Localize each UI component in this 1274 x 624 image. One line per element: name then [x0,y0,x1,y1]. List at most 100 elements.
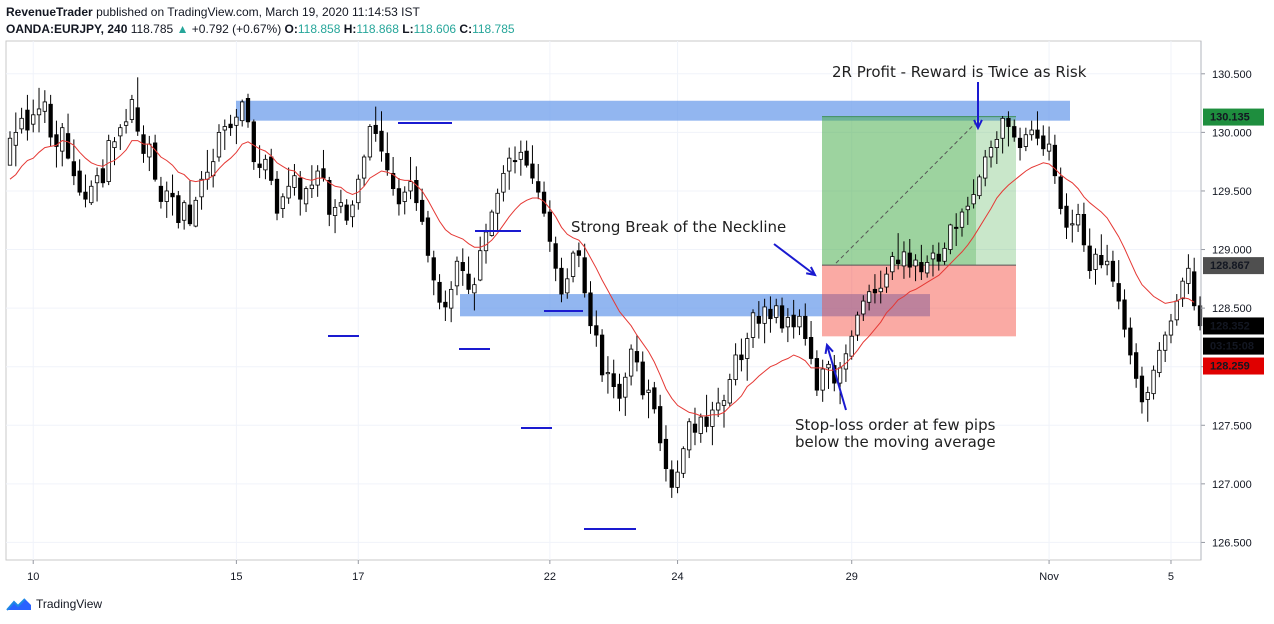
price-chart[interactable]: 2R Profit - Reward is Twice as Risk Stron… [0,0,1274,595]
candle-body [460,262,465,272]
y-tick-label: 129.000 [1212,245,1252,257]
candle-body [13,131,18,146]
candle-body [1099,254,1104,266]
price-label-box [1203,257,1264,275]
trade-path-line [835,122,977,264]
candle-body [1087,245,1092,272]
x-tick-label: 22 [544,571,556,583]
last-price: 118.785 [130,22,174,36]
candle-body [1168,320,1174,336]
candle-body [710,409,715,427]
candle-body [617,383,622,399]
y-tick-label: 126.500 [1212,537,1252,549]
candle-body [913,259,918,267]
candle-body [849,335,854,357]
candle-body [54,134,59,147]
candle-body [1081,213,1087,246]
candle-body [222,126,227,131]
profit-zone [822,116,976,266]
candle-body [884,273,889,288]
candle-body [727,379,732,404]
tradingview-logo-icon[interactable] [6,597,32,611]
candle-body [623,376,628,398]
x-tick-label: 10 [27,571,39,583]
candle-body [129,99,135,120]
candle-body [489,211,494,236]
candle-body [501,172,506,193]
candle-body [94,175,100,184]
candle-body [803,315,808,339]
candle-body [454,260,460,287]
candle-body [251,121,256,163]
candle-body [48,103,53,138]
candle-body [1070,223,1075,226]
annotation-text: Strong Break of the Neckline [571,218,786,236]
candle-body [135,107,140,132]
open-value: 118.858 [297,22,341,36]
candle-body [756,315,761,324]
candle-body [1110,260,1116,282]
candle-body [855,314,860,336]
candle-body [826,363,831,369]
candle-body [7,137,13,166]
candle-body [408,181,413,192]
price-label: 128.352 [1210,320,1250,332]
candle-body [1151,369,1156,395]
candle-body [785,317,790,328]
candle-body [634,351,640,363]
price-label-box [1203,108,1264,126]
candle-body [379,130,384,152]
candle-body [1058,176,1063,209]
annotation-text: Stop-loss order at few pips [795,416,996,434]
candle-body [280,196,285,209]
candle-body [170,192,175,198]
author-name[interactable]: RevenueTrader [6,5,93,19]
candle-body [60,127,65,152]
candle-body [640,361,645,396]
candle-body [907,252,912,268]
candle-body [663,438,669,470]
candle-body [303,188,309,205]
candle-body [553,243,558,269]
y-tick-label: 129.500 [1212,186,1252,198]
candle-body [483,231,489,252]
price-label-box [1203,357,1264,375]
candle-body [779,305,785,329]
candle-body [31,114,36,125]
candle-body [733,354,738,380]
candle-body [234,116,239,126]
candle-body [518,151,523,160]
price-change: +0.792 (+0.67%) [191,22,282,36]
x-tick-label: 15 [230,571,242,583]
candle-body [576,250,582,256]
open-label: O: [284,22,298,36]
candle-body [658,406,663,444]
candle-body [547,211,552,242]
candle-body [896,259,901,264]
candle-body [954,226,959,229]
stoploss-arrow-icon-head [824,342,834,355]
candle-body [1093,253,1098,270]
candle-body [176,195,181,223]
candle-body [83,191,88,200]
tradingview-brand[interactable]: TradingView [36,597,103,611]
candle-body [199,178,204,198]
candle-body [687,421,692,451]
candle-body [77,170,82,193]
candle-body [344,204,349,221]
candle-body [872,288,878,294]
candle-body [274,178,280,214]
candle-body [361,156,367,179]
candle-body [507,157,512,172]
candle-body [652,387,657,410]
candle-body [1012,126,1017,138]
candle-body [182,202,187,221]
candle-body [385,153,390,171]
candle-body [1192,271,1197,307]
candle-body [19,117,24,130]
candle-body [263,158,268,171]
candle-body [1139,375,1145,403]
candle-body [901,251,907,267]
candle-body [431,257,436,281]
candle-body [698,416,703,434]
